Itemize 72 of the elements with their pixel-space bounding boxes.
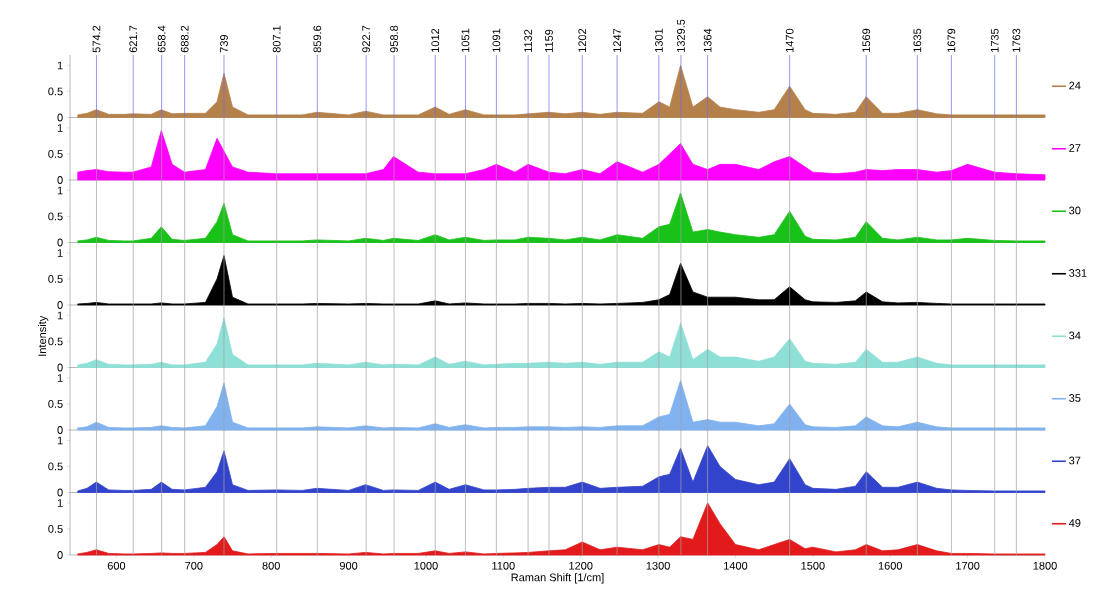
legend-label: 27 xyxy=(1069,144,1081,152)
y-tick-label: 1 xyxy=(57,61,63,70)
ref-line-label: 1202 xyxy=(578,28,587,52)
ref-line-label: 1470 xyxy=(785,28,794,52)
y-tick-label: 0.5 xyxy=(48,400,63,408)
ref-line-label: 688.2 xyxy=(180,25,189,53)
ref-line-label: 807.1 xyxy=(272,25,281,53)
ref-line-label: 1012 xyxy=(431,28,440,52)
legend-label: 34 xyxy=(1069,331,1081,340)
ref-line-label: 574.2 xyxy=(92,25,101,53)
y-tick-label: 1 xyxy=(57,186,63,195)
legend-label: 30 xyxy=(1069,206,1081,215)
ref-line-label: 958.8 xyxy=(390,25,398,53)
y-tick-label: 1 xyxy=(57,249,63,257)
y-tick-label: 0.5 xyxy=(48,150,63,158)
ref-line-label: 1569 xyxy=(862,28,871,52)
x-tick-label: 1400 xyxy=(724,561,748,570)
x-tick-label: 1600 xyxy=(878,561,903,570)
y-tick-label: 0 xyxy=(57,488,63,497)
y-tick-label: 0.5 xyxy=(48,87,63,96)
ref-line-label: 1132 xyxy=(524,29,532,52)
y-tick-label: 0 xyxy=(57,301,63,309)
ref-line-label: 1091 xyxy=(492,28,501,52)
y-tick-label: 1 xyxy=(57,499,63,507)
y-tick-label: 0 xyxy=(57,551,63,559)
legend-label: 37 xyxy=(1069,456,1081,465)
x-tick-label: 600 xyxy=(107,561,126,570)
y-axis-title: Intensity xyxy=(38,315,49,356)
y-tick-label: 0 xyxy=(57,176,63,184)
ref-line-label: 922.7 xyxy=(362,25,371,53)
y-tick-label: 0 xyxy=(57,238,63,247)
x-axis-title: Raman Shift [1/cm] xyxy=(511,573,604,584)
ref-line-label: 1679 xyxy=(947,28,956,52)
x-tick-label: 1000 xyxy=(414,561,438,570)
ref-line-label: 1735 xyxy=(990,28,999,52)
x-tick-label: 1700 xyxy=(956,561,980,570)
y-tick-label: 0 xyxy=(57,363,63,372)
y-tick-label: 1 xyxy=(57,374,63,382)
ref-line-label: 1763 xyxy=(1012,28,1021,52)
legend-label: 331 xyxy=(1069,269,1087,277)
ref-line-label: 1051 xyxy=(461,28,470,52)
y-tick-label: 1 xyxy=(57,436,63,445)
ref-line-label: 1329.5 xyxy=(677,19,685,52)
y-tick-label: 0 xyxy=(57,113,63,122)
ref-line-label: 1635 xyxy=(913,28,922,52)
ref-line-label: 1301 xyxy=(654,28,663,52)
x-tick-label: 1800 xyxy=(1033,561,1057,570)
y-tick-label: 0.5 xyxy=(48,337,63,346)
x-tick-label: 1200 xyxy=(569,561,593,570)
y-tick-label: 1 xyxy=(57,311,63,320)
ref-line-label: 859.6 xyxy=(313,25,322,53)
x-tick-label: 1300 xyxy=(646,561,670,570)
ref-line-label: 1159 xyxy=(545,29,553,52)
x-tick-label: 900 xyxy=(339,561,358,570)
x-tick-label: 700 xyxy=(185,561,203,570)
legend-label: 35 xyxy=(1069,394,1081,402)
x-tick-label: 800 xyxy=(262,561,280,570)
ref-line-label: 621.7 xyxy=(129,25,138,53)
ref-line-label: 658.4 xyxy=(157,25,166,53)
ref-line-label: 1247 xyxy=(613,28,621,52)
y-tick-label: 0.5 xyxy=(48,525,63,533)
ref-line-label: 739 xyxy=(220,34,228,53)
y-tick-label: 0 xyxy=(57,426,63,434)
legend-label: 49 xyxy=(1068,519,1081,527)
y-tick-label: 0.5 xyxy=(48,275,63,283)
x-tick-label: 1100 xyxy=(492,561,515,570)
y-tick-label: 1 xyxy=(57,124,63,132)
ref-line-label: 1364 xyxy=(703,28,712,52)
y-tick-label: 0.5 xyxy=(48,462,63,471)
legend-label: 24 xyxy=(1069,81,1081,90)
x-tick-label: 1500 xyxy=(801,561,825,570)
y-tick-label: 0.5 xyxy=(48,212,63,221)
